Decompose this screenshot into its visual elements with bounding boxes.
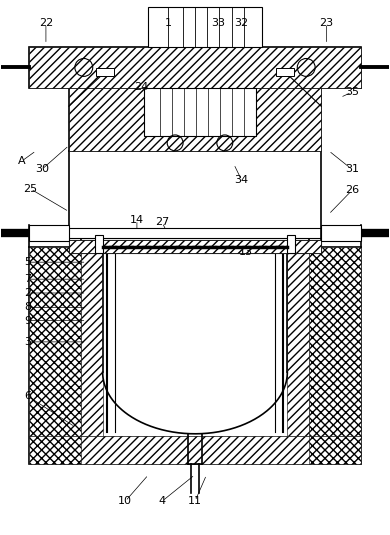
Text: 23: 23 <box>319 18 334 28</box>
Text: 11: 11 <box>188 496 202 506</box>
Text: 5: 5 <box>24 257 31 267</box>
Bar <box>29 228 361 238</box>
Text: 35: 35 <box>345 87 359 97</box>
Bar <box>69 240 321 253</box>
Text: 9: 9 <box>24 316 31 326</box>
Bar <box>29 225 69 241</box>
Text: 13: 13 <box>238 247 252 257</box>
Text: 24: 24 <box>134 82 148 92</box>
Text: 3: 3 <box>24 337 31 347</box>
Text: 7: 7 <box>24 274 31 284</box>
Bar <box>29 436 361 464</box>
Text: 32: 32 <box>234 18 248 28</box>
Text: 4: 4 <box>158 496 166 506</box>
Text: 10: 10 <box>118 496 132 506</box>
Bar <box>69 88 321 151</box>
Text: 2: 2 <box>24 288 31 298</box>
Bar <box>81 436 309 464</box>
Bar <box>29 247 81 436</box>
Text: 26: 26 <box>345 186 359 195</box>
Bar <box>277 68 294 77</box>
Polygon shape <box>103 247 287 434</box>
Bar <box>81 247 103 436</box>
Bar <box>95 235 103 253</box>
Bar <box>287 235 295 253</box>
Text: 14: 14 <box>130 215 144 225</box>
Text: 22: 22 <box>39 18 53 28</box>
Text: 6: 6 <box>24 391 31 401</box>
Bar <box>287 247 309 436</box>
Bar <box>29 247 361 464</box>
Text: 27: 27 <box>155 217 169 227</box>
Bar <box>69 240 321 253</box>
Bar <box>148 7 262 47</box>
Bar <box>309 247 361 436</box>
Text: 30: 30 <box>35 164 49 174</box>
Bar <box>69 88 321 151</box>
Text: 33: 33 <box>211 18 225 28</box>
Text: 25: 25 <box>23 184 37 194</box>
Text: 8: 8 <box>24 302 31 312</box>
Bar <box>321 225 361 241</box>
Text: 34: 34 <box>234 175 248 185</box>
Text: 1: 1 <box>165 18 171 28</box>
Bar <box>144 88 255 136</box>
Text: 31: 31 <box>345 164 359 174</box>
Bar <box>96 68 113 77</box>
Text: A: A <box>18 156 25 166</box>
Bar <box>29 47 361 88</box>
Bar <box>29 47 361 88</box>
